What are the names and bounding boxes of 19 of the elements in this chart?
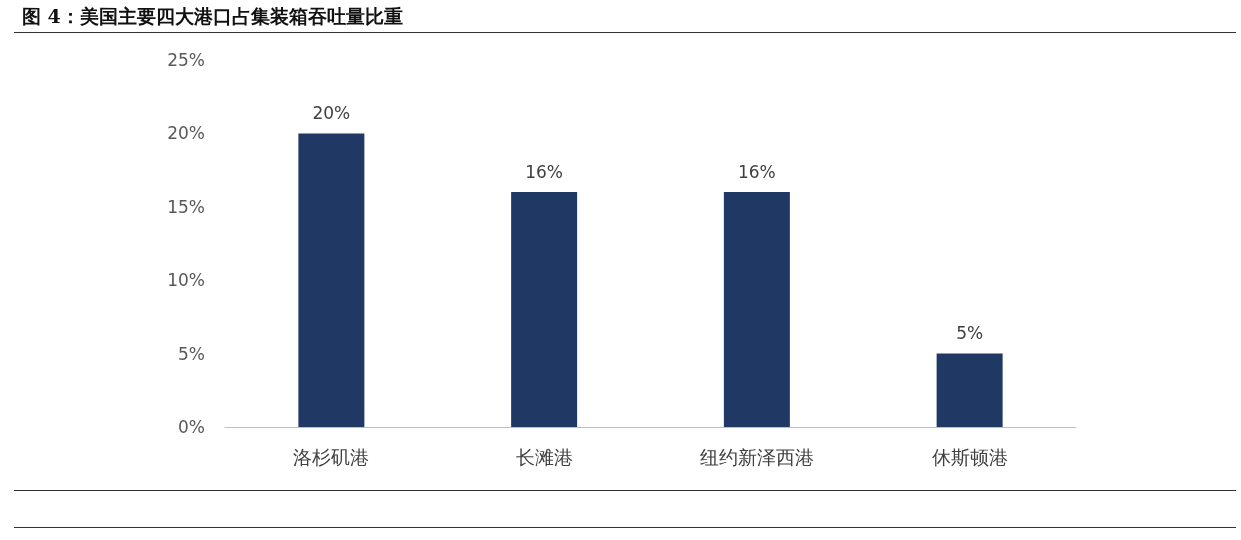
bar	[936, 353, 1003, 427]
y-tick-label: 5%	[178, 343, 205, 364]
bar	[511, 192, 578, 427]
y-tick-label: 20%	[167, 123, 205, 144]
x-tick-label: 洛杉矶港	[293, 445, 370, 468]
data-label: 16%	[737, 161, 776, 182]
y-tick-label: 0%	[178, 417, 205, 437]
x-tick-label: 休斯顿港	[931, 445, 1008, 468]
data-label: 20%	[312, 102, 351, 123]
y-tick-label: 25%	[167, 50, 205, 70]
x-tick-label: 长滩港	[515, 445, 573, 468]
chart-title: 图 4：美国主要四大港口占集装箱吞吐量比重	[22, 4, 403, 29]
x-tick-label: 纽约新泽西港	[699, 445, 814, 468]
y-tick-label: 10%	[167, 270, 205, 291]
y-tick-label: 15%	[167, 196, 205, 217]
data-label: 5%	[956, 323, 984, 344]
data-label: 16%	[525, 161, 564, 182]
bar	[298, 133, 365, 427]
bar	[723, 192, 790, 427]
